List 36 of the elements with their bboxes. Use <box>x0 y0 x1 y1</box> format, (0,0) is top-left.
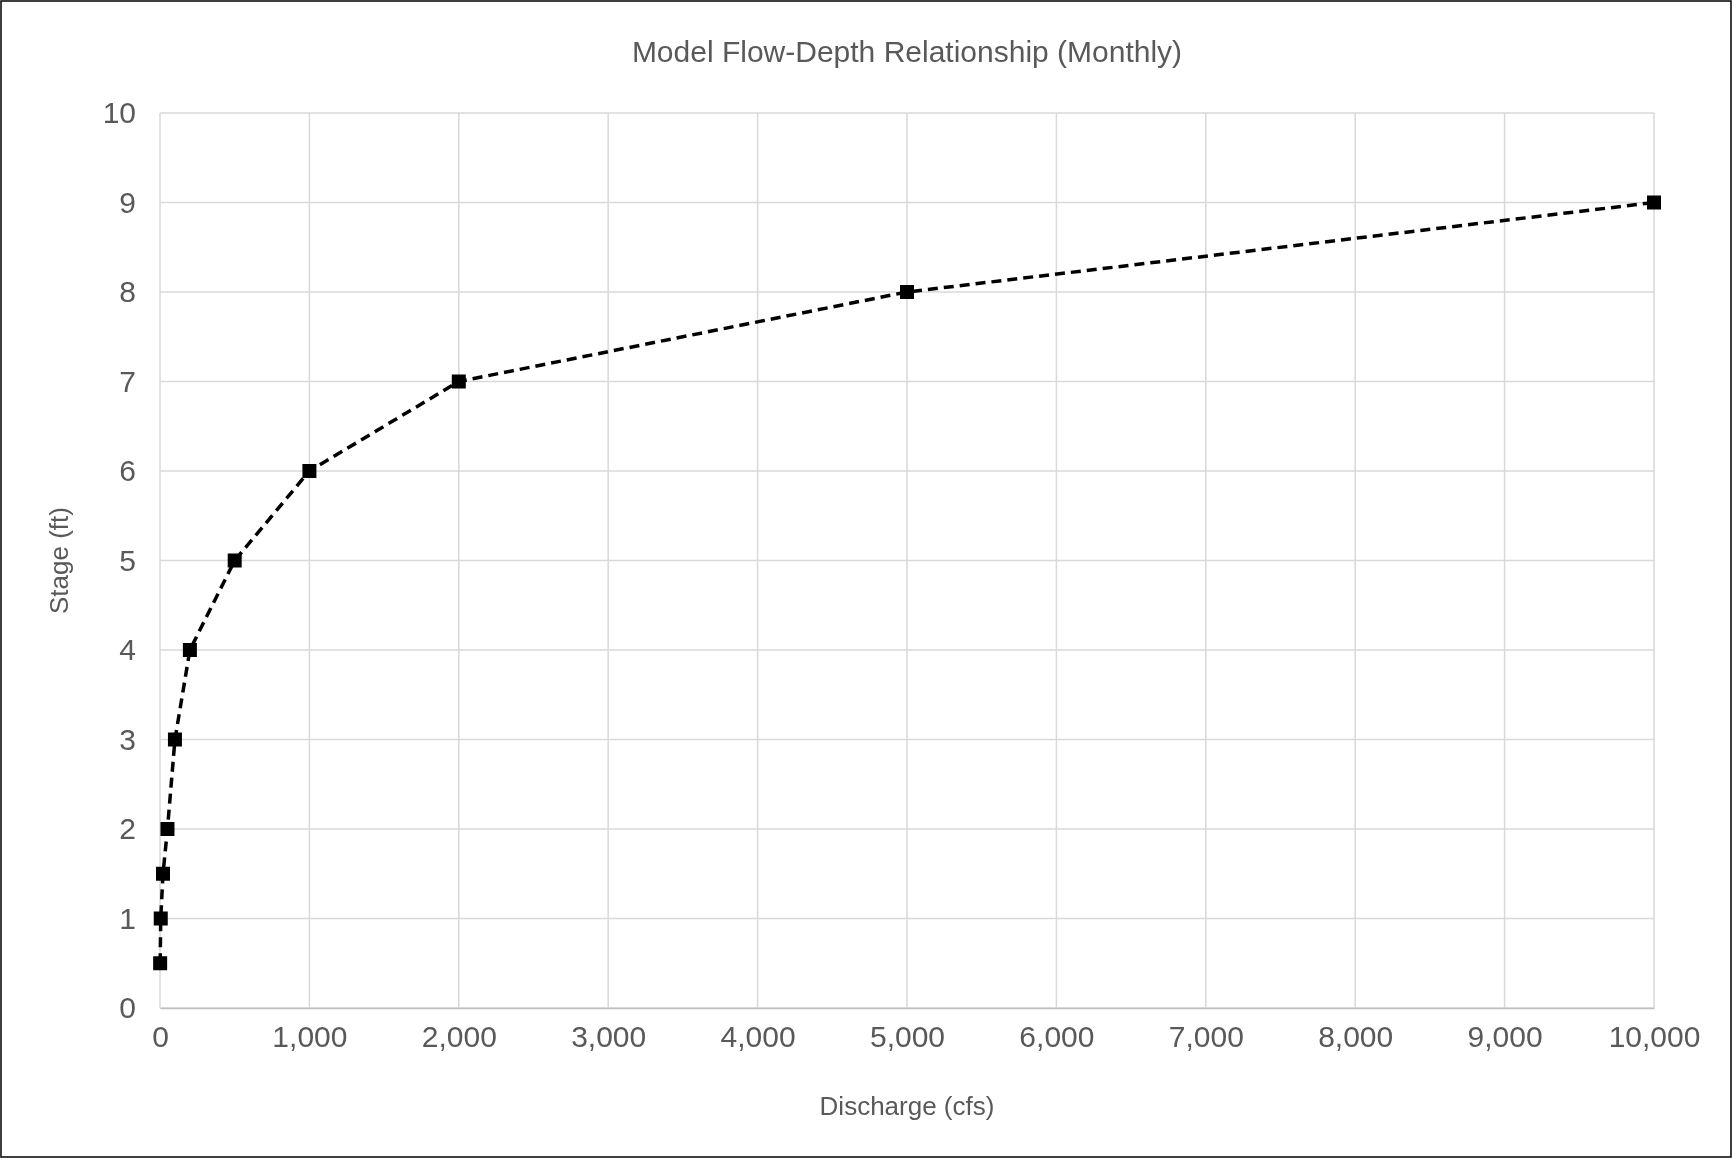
y-tick-label: 0 <box>119 991 136 1025</box>
point <box>155 866 170 881</box>
point <box>153 911 168 926</box>
y-axis-title: Stage (ft) <box>44 507 74 614</box>
point <box>153 956 168 971</box>
x-axis-title: Discharge (cfs) <box>819 1091 995 1121</box>
point <box>302 464 317 478</box>
x-tick-label: 2,000 <box>421 1020 497 1054</box>
y-tick-label: 10 <box>102 96 136 130</box>
y-tick-label: 2 <box>119 812 136 846</box>
x-tick-label: 9,000 <box>1467 1020 1543 1054</box>
y-tick-label: 9 <box>119 185 136 219</box>
point <box>182 643 197 657</box>
x-tick-label: 1,000 <box>272 1020 348 1054</box>
chart-title: Model Flow-Depth Relationship (Monthly) <box>631 35 1183 68</box>
x-tick-label: 10,000 <box>1608 1020 1701 1054</box>
x-tick-label: 8,000 <box>1318 1020 1394 1054</box>
point <box>160 822 175 836</box>
x-tick-label: 3,000 <box>571 1020 647 1054</box>
y-tick-label: 8 <box>119 275 136 309</box>
point <box>1647 195 1661 210</box>
y-tick-label: 5 <box>119 543 136 577</box>
y-tick-label: 6 <box>119 454 136 488</box>
point <box>451 374 466 389</box>
point <box>167 732 182 747</box>
x-tick-label: 5,000 <box>869 1020 946 1054</box>
x-tick-label: 0 <box>152 1020 169 1054</box>
point <box>900 285 914 299</box>
x-tick-label: 7,000 <box>1168 1020 1244 1054</box>
x-tick-label: 4,000 <box>720 1020 796 1054</box>
y-tick-label: 7 <box>119 364 136 398</box>
point <box>227 553 242 568</box>
x-tick-label: 6,000 <box>1019 1020 1095 1054</box>
y-tick-label: 3 <box>119 722 136 756</box>
y-tick-label: 4 <box>119 633 136 667</box>
y-tick-label: 1 <box>119 901 136 935</box>
